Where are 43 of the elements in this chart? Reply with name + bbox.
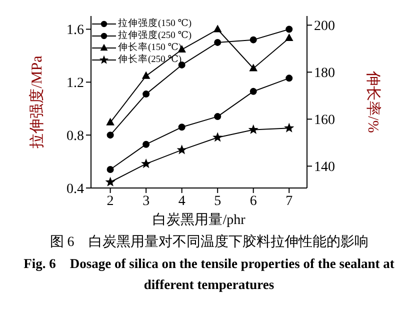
point (106, 166, 114, 173)
point (286, 26, 293, 33)
legend-label: 拉伸强度(150 ℃) (118, 18, 192, 30)
point (213, 133, 222, 142)
caption: Fig. 6 Dosage of silica on the tensile properties of the sealant at different temperatures (22, 255, 396, 294)
y2-tick-label: 180 (314, 66, 335, 82)
caption: 图 6 白炭黑用量对不同温度下胶料拉伸性能的影响 (48, 233, 370, 252)
point (142, 72, 150, 79)
point (142, 140, 150, 148)
x-tick-label: 6 (250, 194, 257, 209)
point (285, 34, 293, 41)
x-tick-label: 5 (214, 194, 222, 209)
y2-axis-title: 伸长率/% (364, 70, 382, 133)
point (106, 178, 115, 186)
point (178, 146, 186, 154)
point (214, 38, 222, 46)
point (214, 113, 222, 120)
y2-tick-label: 140 (314, 160, 335, 176)
point (250, 36, 257, 44)
point (250, 64, 258, 72)
x-axis-title: 白炭黑用量/phr (152, 212, 246, 228)
point (214, 25, 222, 32)
y2-tick-label: 160 (314, 113, 335, 128)
point (284, 124, 294, 132)
point (250, 88, 257, 95)
point (249, 125, 258, 134)
y-tick-label: 0.4 (66, 182, 84, 197)
y-tick-label: 1.2 (66, 76, 84, 92)
point (106, 118, 114, 126)
x-tick-label: 7 (286, 194, 293, 209)
y-axis-title: 拉伸强度/MPa (28, 55, 46, 148)
point (106, 132, 114, 139)
x-tick-label: 4 (178, 194, 186, 209)
point (286, 74, 293, 82)
point (142, 90, 150, 98)
x-tick-label: 3 (142, 194, 150, 209)
legend-label: 拉伸强度(250 ℃) (118, 30, 192, 42)
y2-tick-label: 200 (314, 19, 335, 34)
y-tick-label: 0.8 (66, 129, 84, 144)
point (142, 159, 150, 168)
point (178, 124, 186, 131)
y-tick-label: 1.6 (66, 23, 84, 38)
x-tick-label: 2 (106, 194, 114, 209)
